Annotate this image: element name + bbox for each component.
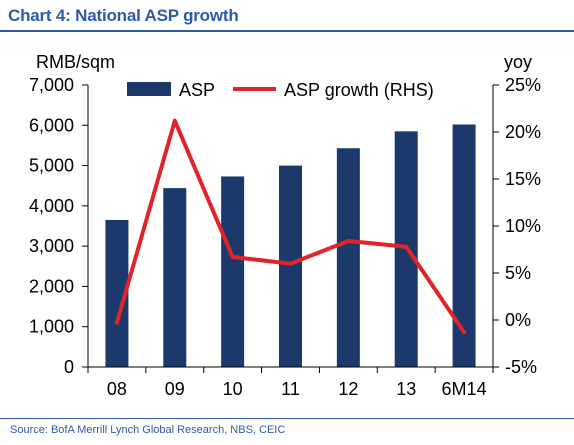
left-tick-label: 6,000 — [29, 115, 74, 135]
left-tick-label: 4,000 — [29, 196, 74, 216]
chart-canvas: 0 1,000 2,000 3,000 4,000 5,000 6,000 7,000 -5%… — [29, 52, 541, 399]
right-tick-label: 20% — [505, 122, 541, 142]
x-tick-label: 08 — [107, 379, 127, 399]
left-tick-label: 1,000 — [29, 317, 74, 337]
chart-title: Chart 4: National ASP growth — [8, 6, 239, 25]
asp-bar — [452, 124, 476, 367]
footer-divider — [0, 418, 574, 419]
x-axis: 08 09 10 11 12 13 6M14 — [87, 366, 494, 399]
right-tick-label: 5% — [505, 263, 531, 283]
left-tick-label: 0 — [64, 357, 74, 377]
legend-growth-label: ASP growth (RHS) — [284, 80, 434, 100]
x-tick-label: 6M14 — [442, 379, 487, 399]
left-axis-label: RMB/sqm — [36, 52, 115, 72]
source-note: Source: BofA Merrill Lynch Global Resear… — [10, 424, 286, 436]
right-axis: -5% 0% 5% 10% 15% 20% 25% — [492, 75, 541, 377]
right-tick-label: -5% — [505, 357, 537, 377]
x-tick-label: 11 — [281, 379, 300, 399]
left-axis: 0 1,000 2,000 3,000 4,000 5,000 6,000 7,000 — [29, 75, 89, 377]
x-tick-label: 13 — [396, 379, 416, 399]
title-divider — [0, 30, 574, 32]
x-tick-label: 12 — [338, 379, 358, 399]
right-tick-label: 10% — [505, 216, 541, 236]
asp-growth-line — [114, 118, 467, 335]
x-tick-label: 10 — [223, 379, 243, 399]
legend: ASP ASP growth (RHS) — [127, 80, 434, 100]
asp-bar — [336, 148, 360, 367]
left-tick-label: 7,000 — [29, 75, 74, 95]
asp-bar — [279, 165, 302, 367]
left-tick-label: 5,000 — [29, 156, 74, 176]
right-tick-label: 25% — [505, 75, 541, 95]
right-axis-label: yoy — [504, 52, 532, 72]
asp-bar — [105, 219, 129, 367]
legend-asp-label: ASP — [179, 80, 215, 100]
left-tick-label: 3,000 — [29, 236, 74, 256]
x-tick-label: 09 — [165, 379, 185, 399]
asp-bars — [105, 124, 476, 367]
left-tick-label: 2,000 — [29, 276, 74, 296]
right-tick-label: 15% — [505, 169, 541, 189]
legend-asp-swatch — [127, 82, 171, 96]
right-tick-label: 0% — [505, 310, 531, 330]
asp-bar — [221, 176, 245, 367]
asp-bar — [163, 188, 187, 367]
